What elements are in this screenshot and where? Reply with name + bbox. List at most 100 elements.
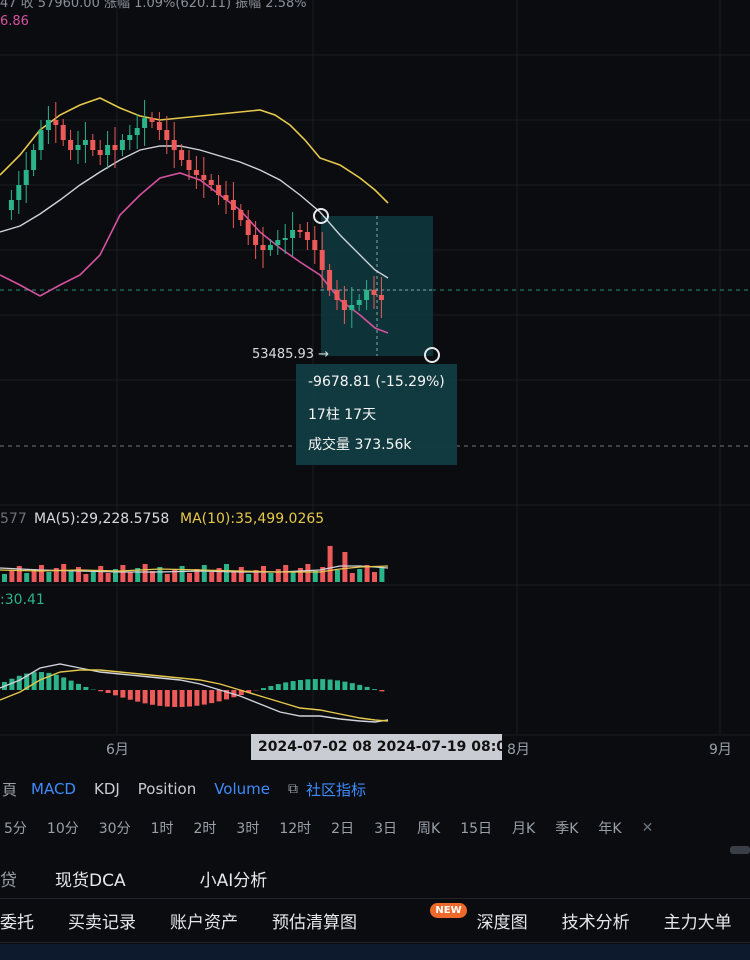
macd-bar <box>342 681 348 690</box>
candle-body <box>201 175 207 180</box>
volume-ma10-label: MA(10):35,499.0265 <box>180 511 325 527</box>
candle-body <box>349 305 355 310</box>
volume-bar <box>98 566 104 582</box>
candle-body <box>216 185 222 195</box>
volume-bar <box>179 566 185 582</box>
community-indicators-link[interactable]: 社区指标 <box>306 780 367 799</box>
candle-body <box>238 210 244 220</box>
macd-bar <box>283 682 289 690</box>
volume-bar <box>113 569 118 582</box>
candle-body <box>371 290 377 295</box>
candle-body <box>327 270 333 290</box>
interval-5m[interactable]: 5分 <box>4 821 27 837</box>
tab-technical-analysis[interactable]: 技术分析 <box>561 912 630 933</box>
macd-bar <box>150 690 155 705</box>
macd-bar <box>357 684 363 690</box>
volume-bar <box>342 552 348 582</box>
candle-body <box>282 238 288 240</box>
volume-bar <box>246 574 252 582</box>
interval-2d[interactable]: 2日 <box>331 821 355 837</box>
footer-strip <box>0 944 750 960</box>
volume-bar <box>2 574 7 582</box>
volume-ma10-line <box>0 565 389 573</box>
interval-bar: 5分 10分 30分 1时 2时 3时 12时 2日 3日 周K 15日 月K … <box>0 812 750 844</box>
volume-bar <box>231 571 237 582</box>
interval-quarter[interactable]: 季K <box>555 821 579 837</box>
volume-bar <box>187 573 192 582</box>
macd-bar <box>142 690 148 704</box>
interval-3d[interactable]: 3日 <box>374 821 398 837</box>
candle-body <box>334 290 340 300</box>
volume-bar <box>90 570 96 582</box>
candle-body <box>319 250 325 270</box>
tab-depth-chart[interactable]: 深度图 <box>476 912 528 933</box>
measure-volume: 成交量 373.56k <box>308 437 412 453</box>
candle-body <box>82 140 88 145</box>
close-icon[interactable]: ✕ <box>641 820 654 836</box>
volume-bar <box>24 573 30 582</box>
interval-12h[interactable]: 12时 <box>279 821 312 837</box>
macd-bar <box>24 673 30 690</box>
volume-bar <box>9 570 15 582</box>
volume-bar <box>298 568 303 582</box>
interval-year[interactable]: 年K <box>598 821 622 837</box>
candle-body <box>230 200 236 210</box>
axis-label-jun: 6月 <box>106 742 129 758</box>
indicator-macd[interactable]: MACD <box>31 780 76 798</box>
volume-bar <box>335 570 340 582</box>
interval-1h[interactable]: 1时 <box>150 821 174 837</box>
candle-body <box>134 128 140 135</box>
candle-body <box>223 195 229 200</box>
edit-icon[interactable]: ⧉ <box>288 781 298 797</box>
volume-bar <box>275 569 281 582</box>
macd-bar <box>290 681 296 690</box>
volume-bar <box>327 546 333 582</box>
candle-body <box>193 170 199 175</box>
chart-area[interactable]: 47 收 57960.00 涨幅 1.09%(620.11) 振幅 2.58% … <box>0 0 750 765</box>
candle-body <box>186 160 192 170</box>
candle-body <box>156 122 162 130</box>
interval-30m[interactable]: 30分 <box>98 821 131 837</box>
indicator-kdj[interactable]: KDJ <box>93 780 120 798</box>
interval-1mo[interactable]: 月K <box>512 821 536 837</box>
volume-bar <box>16 566 22 582</box>
indicator-edge-char: 頁 <box>2 780 18 799</box>
volume-bar <box>120 565 126 582</box>
interval-1w[interactable]: 周K <box>417 821 441 837</box>
tab-orders[interactable]: 委托 <box>0 912 34 933</box>
volume-bar <box>127 572 133 582</box>
tab-liquidation-map[interactable]: 预估清算图 NEW <box>272 902 475 933</box>
tab-trade-history[interactable]: 买卖记录 <box>68 912 136 933</box>
interval-2h[interactable]: 2时 <box>193 821 217 837</box>
interval-3h[interactable]: 3时 <box>236 821 260 837</box>
bottom-tabs: 委托 买卖记录 账户资产 预估清算图 NEW 深度图 技术分析 主力大单 <box>0 898 750 943</box>
interval-10m[interactable]: 10分 <box>46 821 79 837</box>
macd-bar <box>46 672 52 690</box>
scroll-handle[interactable] <box>730 846 750 854</box>
macd-bar <box>216 690 222 702</box>
volume-bar <box>283 565 289 582</box>
interval-15d[interactable]: 15日 <box>460 821 493 837</box>
tab-ai-analysis[interactable]: 小AI分析 <box>199 870 268 891</box>
volume-bars <box>2 546 385 582</box>
volume-bar <box>31 569 37 582</box>
candle-body <box>171 140 177 150</box>
tab-account-assets[interactable]: 账户资产 <box>170 912 238 933</box>
tab-large-orders[interactable]: 主力大单 <box>663 912 732 933</box>
macd-value: :30.41 <box>0 592 45 608</box>
candle-body <box>378 295 384 300</box>
ma-value: 6.86 <box>0 14 29 29</box>
volume-bar <box>216 568 222 582</box>
macd-bar <box>179 690 185 707</box>
candle-body <box>290 230 296 238</box>
candle-body <box>356 300 362 305</box>
macd-bar <box>113 690 118 696</box>
indicator-position[interactable]: Position <box>137 780 197 798</box>
candle-body <box>179 150 185 160</box>
upper-band-line <box>0 97 389 204</box>
candle-body <box>90 140 96 150</box>
indicator-volume[interactable]: Volume <box>214 780 270 798</box>
volume-bar <box>238 567 244 582</box>
volume-bar <box>61 564 67 582</box>
tab-spot-dca[interactable]: 现货DCA <box>55 870 126 891</box>
